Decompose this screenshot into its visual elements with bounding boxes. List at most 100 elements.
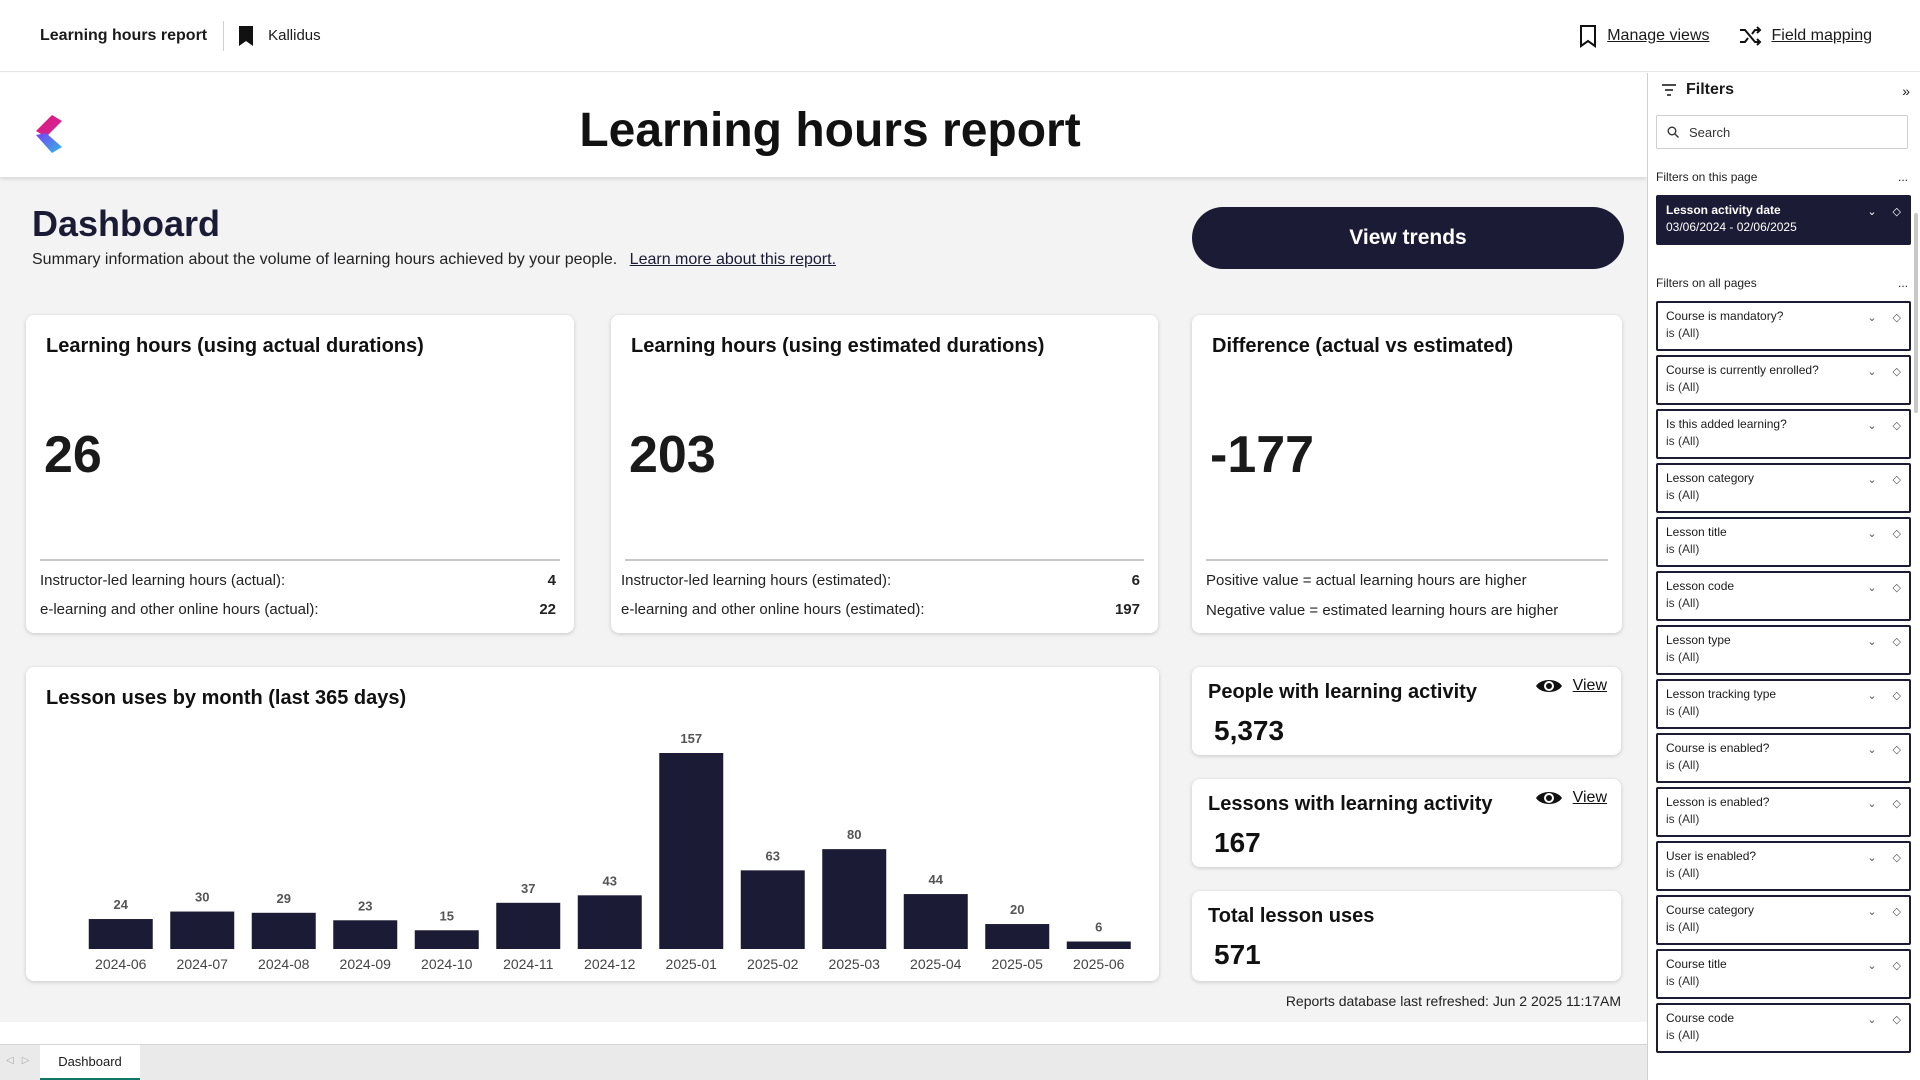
filter-controls: ⌄ ◇ bbox=[1867, 527, 1901, 540]
filter-name: Lesson category bbox=[1666, 471, 1755, 485]
eraser-icon[interactable]: ◇ bbox=[1892, 906, 1901, 918]
bar-2024-10[interactable] bbox=[414, 930, 479, 949]
eraser-icon[interactable]: ◇ bbox=[1892, 798, 1901, 810]
filter-value: is (All) bbox=[1666, 542, 1700, 556]
page-title: Learning hours report bbox=[579, 104, 1081, 157]
filter-card[interactable]: Course title is (All) ⌄ ◇ bbox=[1656, 949, 1911, 999]
bar-2025-01[interactable] bbox=[659, 753, 724, 949]
filter-name: Course title bbox=[1666, 957, 1727, 971]
view-label: View bbox=[1572, 677, 1607, 694]
filters-scrollbar[interactable] bbox=[1914, 213, 1918, 413]
x-tick-label: 2025-03 bbox=[829, 956, 881, 972]
bar-2024-09[interactable] bbox=[333, 920, 398, 949]
filter-controls: ⌄ ◇ bbox=[1867, 851, 1901, 864]
eraser-icon[interactable]: ◇ bbox=[1892, 474, 1901, 486]
chevron-down-icon[interactable]: ⌄ bbox=[1867, 960, 1877, 972]
filter-name: Lesson is enabled? bbox=[1666, 795, 1770, 809]
chevron-down-icon[interactable]: ⌄ bbox=[1867, 906, 1877, 918]
bar-2025-05[interactable] bbox=[985, 924, 1050, 949]
filter-card[interactable]: Lesson code is (All) ⌄ ◇ bbox=[1656, 571, 1911, 621]
chevron-down-icon[interactable]: ⌄ bbox=[1867, 852, 1877, 864]
people-kpi-card: People with learning activity 5,373 View bbox=[1192, 667, 1621, 755]
bar-2025-03[interactable] bbox=[822, 849, 887, 949]
eraser-icon[interactable]: ◇ bbox=[1892, 690, 1901, 702]
bar-2024-06[interactable] bbox=[88, 919, 153, 949]
bar-2025-04[interactable] bbox=[903, 894, 968, 949]
eraser-icon[interactable]: ◇ bbox=[1892, 1014, 1901, 1026]
eraser-icon[interactable]: ◇ bbox=[1892, 852, 1901, 864]
tab-dashboard[interactable]: Dashboard bbox=[40, 1045, 140, 1080]
filter-card[interactable]: User is enabled? is (All) ⌄ ◇ bbox=[1656, 841, 1911, 891]
chevron-down-icon[interactable]: ⌄ bbox=[1867, 312, 1877, 324]
collapse-filters-icon[interactable]: » bbox=[1902, 83, 1910, 99]
filter-card[interactable]: Course is mandatory? is (All) ⌄ ◇ bbox=[1656, 301, 1911, 351]
filter-card[interactable]: Lesson category is (All) ⌄ ◇ bbox=[1656, 463, 1911, 513]
chevron-down-icon[interactable]: ⌄ bbox=[1867, 690, 1877, 702]
data-label: 30 bbox=[195, 890, 209, 905]
workspace[interactable]: Kallidus bbox=[238, 25, 321, 47]
learn-more-link[interactable]: Learn more about this report. bbox=[629, 251, 837, 268]
more-options-icon[interactable]: ... bbox=[1897, 276, 1908, 290]
chevron-down-icon[interactable]: ⌄ bbox=[1867, 366, 1877, 378]
chevron-down-icon[interactable]: ⌄ bbox=[1867, 636, 1877, 648]
data-label: 20 bbox=[1010, 902, 1024, 917]
x-tick-label: 2024-09 bbox=[340, 956, 392, 972]
tab-nav-arrows-icon[interactable]: ◁▷ bbox=[6, 1055, 38, 1066]
chevron-down-icon[interactable]: ⌄ bbox=[1867, 1014, 1877, 1026]
workspace-name: Kallidus bbox=[268, 27, 321, 44]
filter-card[interactable]: Course is enabled? is (All) ⌄ ◇ bbox=[1656, 733, 1911, 783]
view-people-link[interactable]: View bbox=[1535, 677, 1607, 695]
filter-card[interactable]: Course code is (All) ⌄ ◇ bbox=[1656, 1003, 1911, 1053]
page-tabs: ◁▷ Dashboard bbox=[0, 1044, 1647, 1080]
field-mapping-link[interactable]: Field mapping bbox=[1738, 26, 1872, 46]
search-placeholder: Search bbox=[1689, 124, 1731, 140]
view-lessons-link[interactable]: View bbox=[1535, 789, 1607, 807]
filter-value: is (All) bbox=[1666, 920, 1700, 934]
x-tick-label: 2024-10 bbox=[421, 956, 473, 972]
eraser-icon[interactable]: ◇ bbox=[1892, 744, 1901, 756]
bar-2024-12[interactable] bbox=[577, 895, 642, 949]
bar-2025-06[interactable] bbox=[1066, 941, 1131, 949]
eraser-icon[interactable]: ◇ bbox=[1892, 366, 1901, 378]
eraser-icon[interactable]: ◇ bbox=[1892, 960, 1901, 972]
view-trends-button[interactable]: View trends bbox=[1192, 207, 1624, 269]
more-options-icon[interactable]: ... bbox=[1897, 170, 1908, 184]
eraser-icon[interactable]: ◇ bbox=[1892, 420, 1901, 432]
chevron-down-icon[interactable]: ⌄ bbox=[1867, 528, 1877, 540]
filter-card-lesson-activity-date[interactable]: Lesson activity date 03/06/2024 - 02/06/… bbox=[1656, 195, 1911, 245]
filter-card[interactable]: Lesson tracking type is (All) ⌄ ◇ bbox=[1656, 679, 1911, 729]
elearning-row: e-learning and other online hours (actua… bbox=[40, 601, 556, 618]
filters-search-input[interactable]: Search bbox=[1656, 115, 1908, 149]
filter-value: 03/06/2024 - 02/06/2025 bbox=[1666, 220, 1797, 234]
negative-note: Negative value = estimated learning hour… bbox=[1206, 602, 1604, 619]
filter-value: is (All) bbox=[1666, 812, 1700, 826]
bar-2024-07[interactable] bbox=[170, 911, 235, 949]
card-value: -177 bbox=[1210, 426, 1315, 484]
filter-card[interactable]: Lesson is enabled? is (All) ⌄ ◇ bbox=[1656, 787, 1911, 837]
filter-card[interactable]: Course is currently enrolled? is (All) ⌄ ◇ bbox=[1656, 355, 1911, 405]
eraser-icon[interactable]: ◇ bbox=[1892, 528, 1901, 540]
chevron-down-icon[interactable]: ⌄ bbox=[1867, 420, 1877, 432]
filter-card[interactable]: Lesson title is (All) ⌄ ◇ bbox=[1656, 517, 1911, 567]
chevron-down-icon[interactable]: ⌄ bbox=[1867, 582, 1877, 594]
manage-views-link[interactable]: Manage views bbox=[1579, 24, 1710, 48]
chevron-down-icon[interactable]: ⌄ bbox=[1867, 798, 1877, 810]
bar-2024-11[interactable] bbox=[496, 902, 561, 949]
filter-card[interactable]: Is this added learning? is (All) ⌄ ◇ bbox=[1656, 409, 1911, 459]
filter-card[interactable]: Course category is (All) ⌄ ◇ bbox=[1656, 895, 1911, 945]
eraser-icon[interactable]: ◇ bbox=[1892, 582, 1901, 594]
report-name: Learning hours report bbox=[40, 26, 208, 44]
bar-2025-02[interactable] bbox=[740, 870, 805, 949]
chevron-down-icon[interactable]: ⌄ bbox=[1867, 206, 1877, 218]
chevron-down-icon[interactable]: ⌄ bbox=[1867, 474, 1877, 486]
filter-value: is (All) bbox=[1666, 434, 1700, 448]
data-label: 63 bbox=[766, 848, 780, 863]
eraser-icon[interactable]: ◇ bbox=[1892, 206, 1901, 218]
filter-value: is (All) bbox=[1666, 650, 1700, 664]
filter-card[interactable]: Lesson type is (All) ⌄ ◇ bbox=[1656, 625, 1911, 675]
filter-controls: ⌄ ◇ bbox=[1867, 581, 1901, 594]
bar-2024-08[interactable] bbox=[251, 912, 316, 949]
chevron-down-icon[interactable]: ⌄ bbox=[1867, 744, 1877, 756]
eraser-icon[interactable]: ◇ bbox=[1892, 636, 1901, 648]
eraser-icon[interactable]: ◇ bbox=[1892, 312, 1901, 324]
